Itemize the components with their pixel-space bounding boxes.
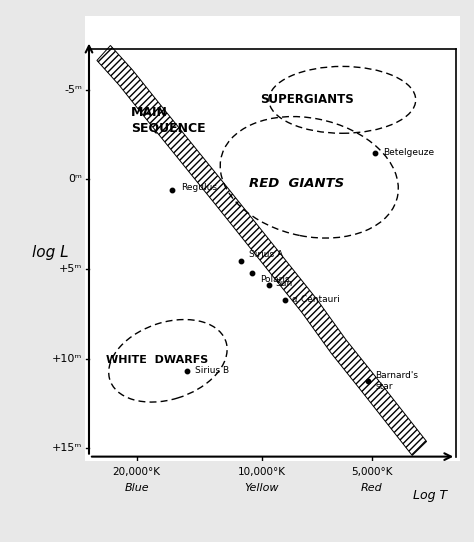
Text: 20,000°K: 20,000°K [113,467,161,477]
Text: +5ᵐ: +5ᵐ [59,264,82,274]
Polygon shape [97,46,427,455]
Text: SUPERGIANTS: SUPERGIANTS [261,93,354,106]
Text: Sun: Sun [275,279,293,288]
Text: Betelgeuze: Betelgeuze [383,149,434,157]
Text: Log T: Log T [413,489,447,502]
Text: log L: log L [32,245,69,260]
Text: Blue: Blue [124,483,149,493]
Text: 0ᵐ: 0ᵐ [69,175,82,184]
Text: Barnard's
star: Barnard's star [375,371,419,391]
Text: Regulus: Regulus [181,183,217,192]
Text: -5ᵐ: -5ᵐ [64,85,82,95]
Text: Sirius A: Sirius A [249,250,283,259]
Text: +10ᵐ: +10ᵐ [52,354,82,364]
Text: 5,000°K: 5,000°K [351,467,392,477]
Text: Red: Red [361,483,383,493]
Text: RED  GIANTS: RED GIANTS [249,177,344,190]
Text: Yellow: Yellow [244,483,279,493]
Text: WHITE  DWARFS: WHITE DWARFS [106,355,208,365]
Text: Sirius B: Sirius B [195,366,229,376]
Text: 10,000°K: 10,000°K [237,467,285,477]
Text: +15ᵐ: +15ᵐ [52,443,82,454]
Text: MAIN
SEQUENCE: MAIN SEQUENCE [131,106,206,134]
Text: α Centauri: α Centauri [292,295,340,304]
Text: Polaris: Polaris [260,275,289,284]
